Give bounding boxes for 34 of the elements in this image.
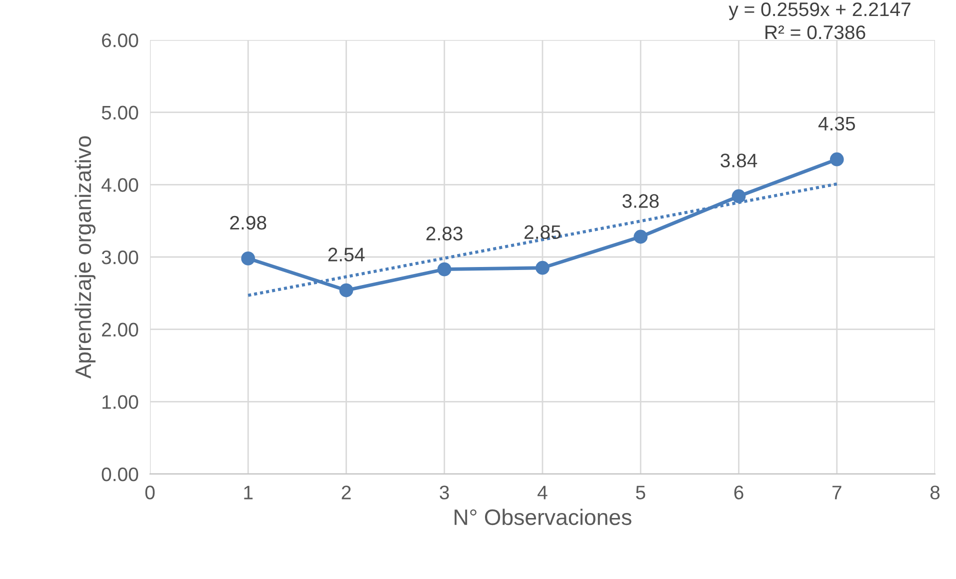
x-tick-label: 4 [538, 486, 548, 500]
point [536, 260, 550, 275]
text: y = 0.2559x + 2.2147 [728, 2, 910, 20]
x-tick-label: 8 [930, 486, 940, 500]
x-tick-label: 0 [145, 486, 155, 500]
y-tick-label: 3.00 [102, 250, 138, 264]
y-tick-label: 4.00 [101, 178, 138, 192]
data-label: 3.28 [622, 194, 659, 208]
point [339, 283, 354, 298]
data-label: 2.83 [426, 226, 462, 240]
text: R² = 0.7386 [766, 25, 866, 40]
point [241, 252, 256, 266]
point [830, 152, 844, 166]
y-tick-label: 2.00 [102, 322, 138, 337]
y-tick-label: 6.00 [102, 33, 138, 48]
point [634, 230, 648, 244]
y-tick-label: 1.00 [102, 395, 138, 409]
data-label: 4.35 [818, 116, 855, 131]
y-tick-label: 0.00 [102, 467, 138, 482]
data-label: 2.98 [230, 216, 266, 230]
x-tick-label: 5 [636, 486, 646, 500]
x-tick-label: 1 [244, 486, 253, 500]
x-tick-label: 6 [734, 486, 744, 500]
data-label: 3.84 [720, 154, 758, 168]
point [437, 262, 452, 276]
y-axis-title: Aprendizaje organizativo [74, 136, 96, 379]
x-tick-label: 3 [440, 486, 449, 500]
x-axis-title: N° Observaciones [454, 508, 632, 526]
point [732, 189, 746, 204]
data-label: 2.85 [524, 225, 561, 240]
x-tick-label: 2 [342, 486, 351, 500]
data-label: 2.54 [328, 248, 365, 262]
y-tick-label: 5.00 [102, 106, 138, 120]
x-tick-label: 7 [832, 486, 842, 500]
